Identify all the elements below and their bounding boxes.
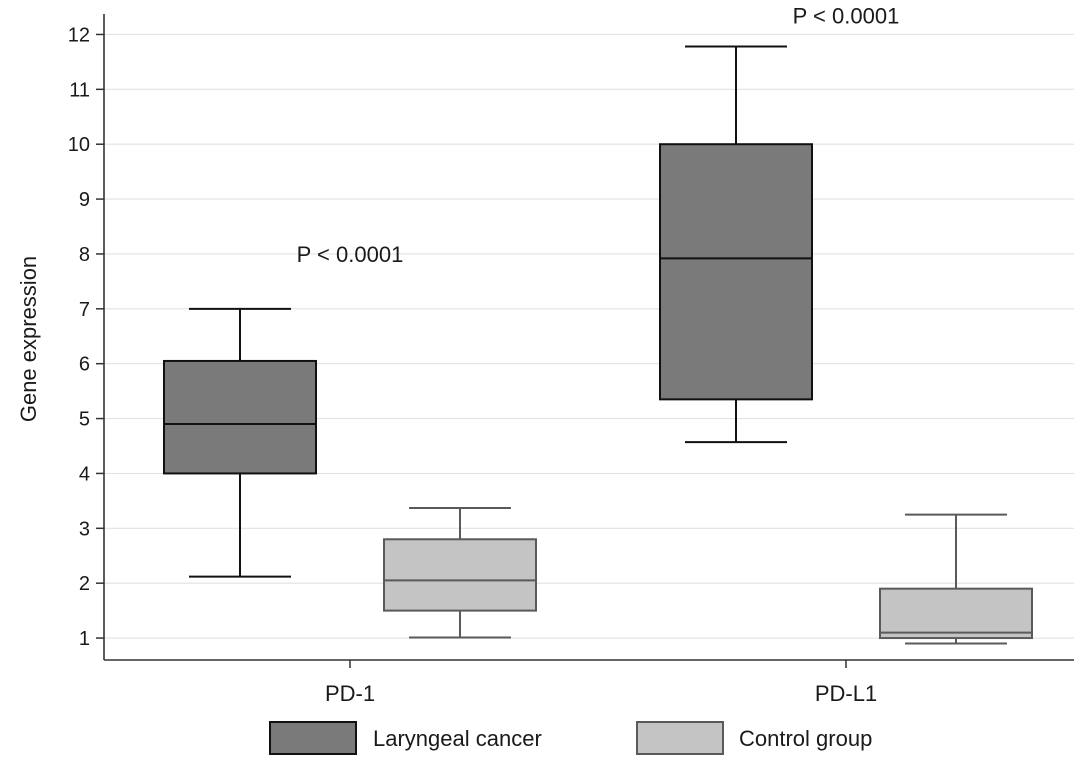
legend: Laryngeal cancer Control group xyxy=(269,721,872,755)
y-axis-title: Gene expression xyxy=(16,256,41,422)
iqr-box xyxy=(659,143,813,401)
y-tick-label: 7 xyxy=(79,299,90,321)
legend-item: Control group xyxy=(636,721,872,755)
x-tick-label: PD-1 xyxy=(325,681,375,706)
iqr-box xyxy=(879,587,1033,640)
iqr-box xyxy=(163,359,317,475)
box-laryngeal-cancer-pd-l1 xyxy=(659,45,813,444)
iqr-box xyxy=(383,538,537,612)
y-tick-label: 3 xyxy=(79,518,90,540)
gridlines xyxy=(104,33,1074,639)
legend-item: Laryngeal cancer xyxy=(269,721,542,755)
box-control-group-pd-l1 xyxy=(879,513,1033,645)
legend-label: Control group xyxy=(739,726,872,751)
boxes xyxy=(163,45,1033,645)
y-tick-label: 9 xyxy=(79,189,90,211)
p-value-annotation: P < 0.0001 xyxy=(297,242,404,267)
p-value-annotation: P < 0.0001 xyxy=(793,3,900,28)
y-tick-label: 2 xyxy=(79,573,90,595)
axes xyxy=(96,14,1074,668)
legend-swatch xyxy=(636,721,724,755)
x-tick-label: PD-L1 xyxy=(815,681,877,706)
y-tick-label: 4 xyxy=(79,463,90,485)
y-tick-label: 12 xyxy=(68,24,90,46)
y-tick-label: 5 xyxy=(79,409,90,431)
y-tick-label: 11 xyxy=(69,79,90,101)
legend-label: Laryngeal cancer xyxy=(373,726,542,751)
y-tick-label: 6 xyxy=(79,354,90,376)
y-tick-label: 1 xyxy=(79,628,90,650)
y-tick-label: 10 xyxy=(68,134,90,156)
box-laryngeal-cancer-pd-1 xyxy=(163,307,317,578)
box-control-group-pd-1 xyxy=(383,507,537,639)
y-tick-label: 8 xyxy=(79,244,90,266)
legend-swatch xyxy=(269,721,357,755)
